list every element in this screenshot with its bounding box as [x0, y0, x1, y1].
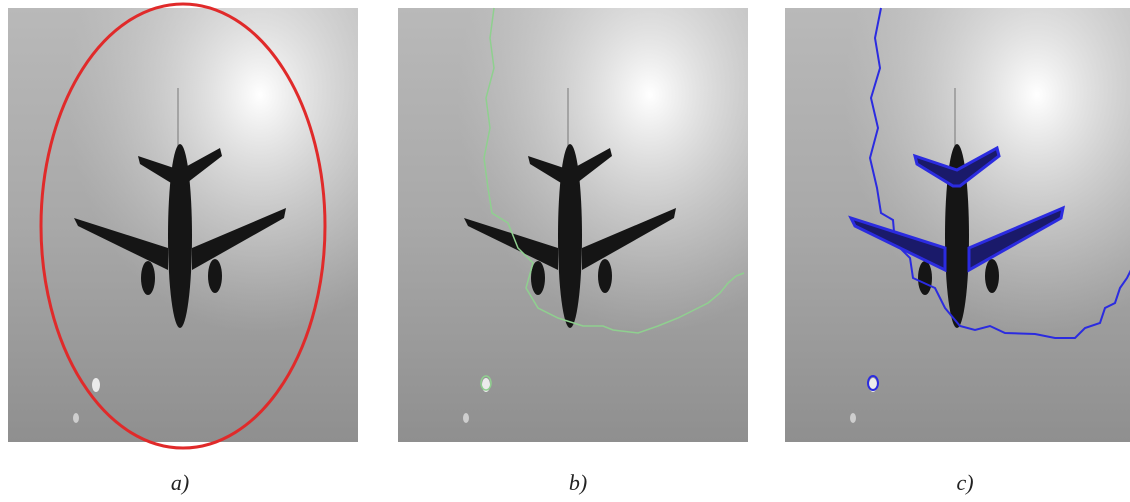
- panel-c: [785, 8, 1130, 442]
- figure: a) b) c): [0, 0, 1130, 502]
- panel-label: c): [956, 470, 973, 495]
- airplane-image: [398, 8, 748, 442]
- panel-label: b): [569, 470, 587, 495]
- airplane-image: [8, 8, 358, 442]
- panel-b: [398, 8, 748, 442]
- panel-a: [8, 4, 358, 448]
- page: a) b) c) (() => { const data = JSON.pars…: [0, 0, 1130, 502]
- airplane-image: [785, 8, 1130, 442]
- panel-label: a): [171, 470, 189, 495]
